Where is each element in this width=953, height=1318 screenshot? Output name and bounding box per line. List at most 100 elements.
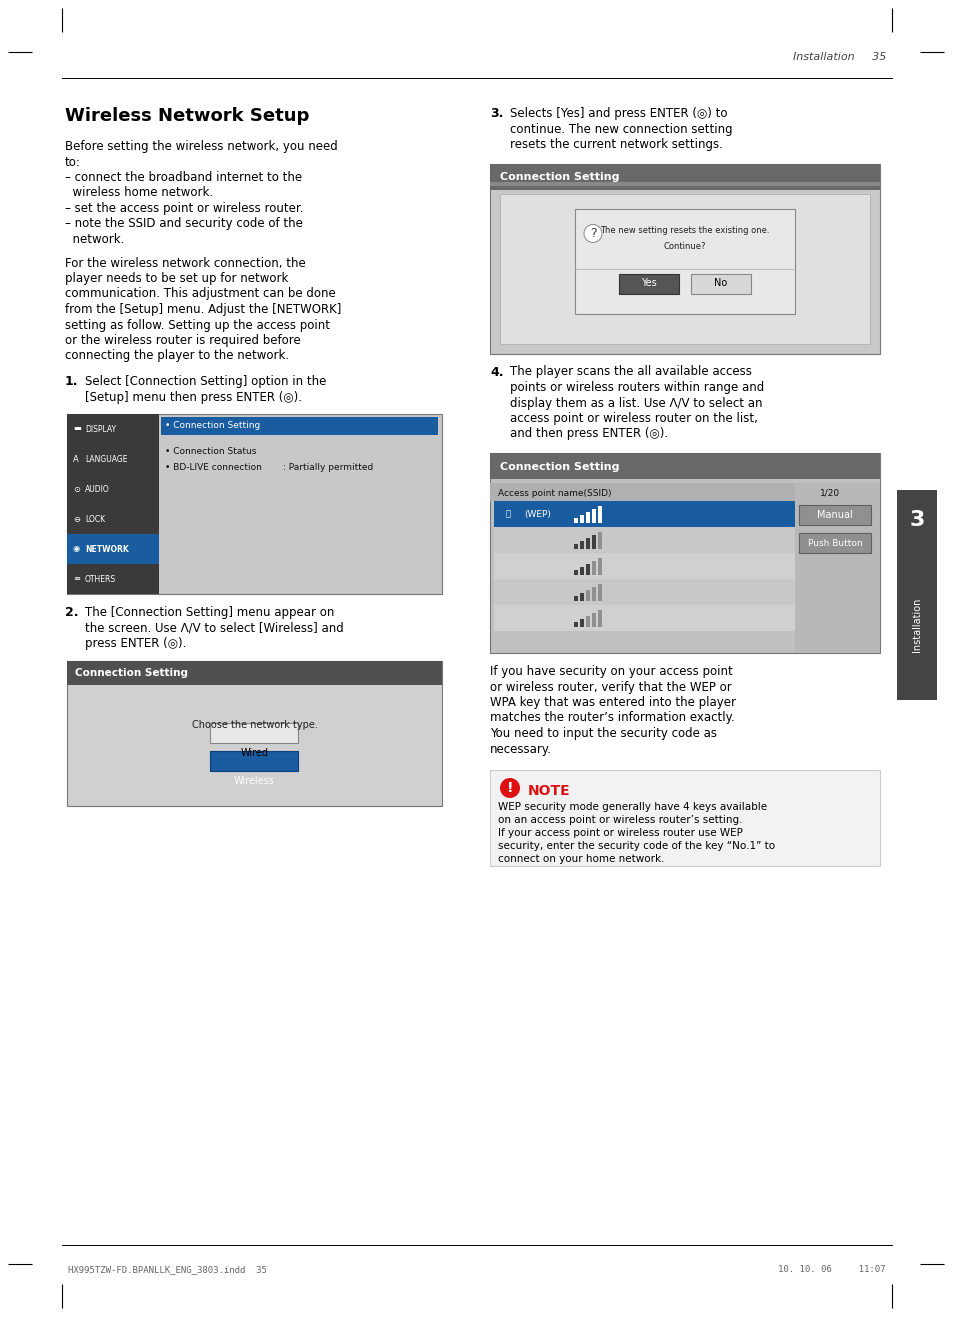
Text: access point or wireless router on the list,: access point or wireless router on the l…	[510, 413, 757, 424]
Text: Wireless: Wireless	[233, 776, 274, 786]
Bar	[490, 182, 879, 186]
Text: No: No	[714, 278, 727, 289]
Text: 2.: 2.	[65, 606, 78, 619]
Text: matches the router’s information exactly.: matches the router’s information exactly…	[490, 712, 734, 725]
Bar	[490, 163, 879, 190]
Bar	[579, 567, 583, 575]
Bar	[490, 770, 879, 866]
Text: from the [Setup] menu. Adjust the [NETWORK]: from the [Setup] menu. Adjust the [NETWO…	[65, 303, 341, 316]
Text: setting as follow. Setting up the access point: setting as follow. Setting up the access…	[65, 319, 330, 332]
Text: The new setting resets the existing one.: The new setting resets the existing one.	[599, 225, 769, 235]
Bar	[598, 532, 601, 550]
Text: The [Connection Setting] menu appear on: The [Connection Setting] menu appear on	[85, 606, 334, 619]
Text: Connection Setting: Connection Setting	[75, 667, 188, 677]
Text: HX995TZW-FD.BPANLLK_ENG_3803.indd  35: HX995TZW-FD.BPANLLK_ENG_3803.indd 35	[68, 1265, 267, 1275]
Text: or wireless router, verify that the WEP or: or wireless router, verify that the WEP …	[490, 680, 731, 693]
Text: AUDIO: AUDIO	[85, 485, 110, 493]
Text: Wired: Wired	[240, 749, 268, 758]
Bar	[574, 544, 578, 550]
Text: Choose the network type.: Choose the network type.	[192, 720, 317, 730]
Text: on an access point or wireless router’s setting.: on an access point or wireless router’s …	[497, 815, 741, 825]
Text: ≡: ≡	[73, 575, 80, 584]
Text: ▬: ▬	[73, 424, 81, 434]
Bar	[494, 579, 794, 605]
Bar	[585, 590, 589, 601]
Text: to:: to:	[65, 156, 81, 169]
Bar	[598, 558, 601, 575]
Bar	[490, 453, 879, 652]
Text: or the wireless router is required before: or the wireless router is required befor…	[65, 333, 300, 347]
Bar	[896, 490, 936, 700]
Text: WPA key that was entered into the player: WPA key that was entered into the player	[490, 696, 735, 709]
Text: : Partially permitted: : Partially permitted	[283, 463, 373, 472]
Text: connecting the player to the network.: connecting the player to the network.	[65, 349, 289, 362]
Bar	[598, 584, 601, 601]
Bar	[67, 660, 441, 805]
Text: Wireless Network Setup: Wireless Network Setup	[65, 107, 309, 125]
Text: ⊙: ⊙	[73, 485, 80, 493]
Bar	[574, 518, 578, 523]
Bar	[799, 505, 870, 525]
Bar	[598, 610, 601, 627]
Text: Manual: Manual	[817, 510, 852, 521]
Bar	[585, 538, 589, 550]
Bar	[574, 596, 578, 601]
Text: 🔒: 🔒	[505, 510, 510, 518]
Text: communication. This adjustment can be done: communication. This adjustment can be do…	[65, 287, 335, 301]
Text: [Setup] menu then press ENTER (◎).: [Setup] menu then press ENTER (◎).	[85, 390, 302, 403]
Bar	[592, 561, 596, 575]
Bar	[574, 622, 578, 627]
Text: Connection Setting: Connection Setting	[499, 173, 618, 182]
Text: For the wireless network connection, the: For the wireless network connection, the	[65, 257, 305, 269]
Text: ?: ?	[589, 227, 596, 240]
Text: DISPLAY: DISPLAY	[85, 424, 116, 434]
Bar	[211, 724, 298, 743]
Text: ⊖: ⊖	[73, 514, 80, 523]
Text: If your access point or wireless router use WEP: If your access point or wireless router …	[497, 828, 742, 838]
Circle shape	[499, 778, 519, 797]
Text: You need to input the security code as: You need to input the security code as	[490, 728, 717, 739]
Text: 1/20: 1/20	[820, 489, 840, 497]
Text: Push Button: Push Button	[807, 539, 862, 547]
Bar	[494, 605, 794, 631]
Text: 3: 3	[908, 510, 923, 530]
Bar	[579, 593, 583, 601]
Bar	[598, 506, 601, 523]
Text: 3.: 3.	[490, 107, 503, 120]
Text: the screen. Use Λ/V to select [Wireless] and: the screen. Use Λ/V to select [Wireless]…	[85, 622, 343, 634]
Text: press ENTER (◎).: press ENTER (◎).	[85, 637, 186, 650]
Text: – set the access point or wireless router.: – set the access point or wireless route…	[65, 202, 303, 215]
Text: resets the current network settings.: resets the current network settings.	[510, 138, 722, 152]
Bar	[490, 163, 879, 353]
Bar	[579, 515, 583, 523]
Text: LANGUAGE: LANGUAGE	[85, 455, 128, 464]
Bar	[490, 482, 879, 501]
Text: display them as a list. Use Λ/V to select an: display them as a list. Use Λ/V to selec…	[510, 397, 761, 410]
Text: 1.: 1.	[65, 376, 78, 387]
Bar	[592, 613, 596, 627]
Text: (WEP): (WEP)	[523, 510, 550, 518]
Bar	[499, 194, 869, 344]
Bar	[690, 274, 750, 294]
Text: Installation: Installation	[911, 598, 921, 652]
Bar	[592, 509, 596, 523]
Bar	[579, 540, 583, 550]
Text: Connection Setting: Connection Setting	[499, 463, 618, 472]
Text: and then press ENTER (◎).: and then press ENTER (◎).	[510, 427, 667, 440]
Text: – connect the broadband internet to the: – connect the broadband internet to the	[65, 171, 302, 185]
Bar	[494, 501, 794, 527]
Text: wireless home network.: wireless home network.	[65, 187, 213, 199]
Text: – note the SSID and security code of the: – note the SSID and security code of the	[65, 217, 302, 231]
Bar	[794, 482, 879, 652]
Bar	[618, 274, 679, 294]
Text: player needs to be set up for network: player needs to be set up for network	[65, 272, 288, 285]
Bar	[67, 414, 441, 594]
Text: LOCK: LOCK	[85, 514, 105, 523]
Text: Select [Connection Setting] option in the: Select [Connection Setting] option in th…	[85, 376, 326, 387]
Text: !: !	[506, 782, 513, 795]
Bar	[161, 416, 437, 435]
Text: points or wireless routers within range and: points or wireless routers within range …	[510, 381, 763, 394]
Bar	[585, 564, 589, 575]
Bar	[67, 414, 159, 594]
Text: NETWORK: NETWORK	[85, 544, 129, 554]
